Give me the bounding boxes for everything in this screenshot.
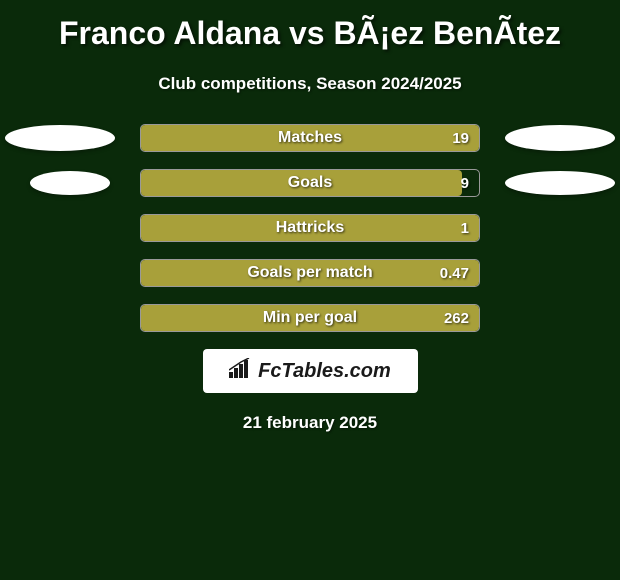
stat-bar: Hattricks 1 [140,214,480,242]
ellipse-left-player1 [30,171,110,195]
stat-row-matches: Matches 19 [10,124,610,152]
stat-label: Matches [278,129,342,147]
date-text: 21 february 2025 [10,413,610,433]
stat-label: Min per goal [263,309,357,327]
ellipse-left-player1 [5,125,115,151]
stat-bar: Min per goal 262 [140,304,480,332]
stat-label: Goals [288,174,332,192]
stat-bar: Goals per match 0.47 [140,259,480,287]
stat-value: 19 [452,130,469,147]
stat-row-goals: Goals 9 [10,169,610,197]
subtitle: Club competitions, Season 2024/2025 [10,74,610,94]
stat-row-hattricks: Hattricks 1 [10,214,610,242]
stat-value: 1 [461,220,469,237]
comparison-widget: Franco Aldana vs BÃ¡ez BenÃ­tez Club com… [0,0,620,443]
stat-value: 9 [461,175,469,192]
logo-text: FcTables.com [229,358,391,384]
stat-value: 262 [444,310,469,327]
stat-bar: Goals 9 [140,169,480,197]
logo-label: FcTables.com [258,360,391,383]
stat-label: Goals per match [247,264,372,282]
ellipse-right-player2 [505,125,615,151]
stat-value: 0.47 [440,265,469,282]
stat-bar: Matches 19 [140,124,480,152]
chart-icon [229,358,253,384]
stats-container: Matches 19 Goals 9 Hattricks 1 [10,124,610,332]
stat-row-min-per-goal: Min per goal 262 [10,304,610,332]
ellipse-right-player2 [505,171,615,195]
stat-label: Hattricks [276,219,344,237]
stat-row-goals-per-match: Goals per match 0.47 [10,259,610,287]
page-title: Franco Aldana vs BÃ¡ez BenÃ­tez [10,15,610,52]
logo-box[interactable]: FcTables.com [203,349,418,393]
